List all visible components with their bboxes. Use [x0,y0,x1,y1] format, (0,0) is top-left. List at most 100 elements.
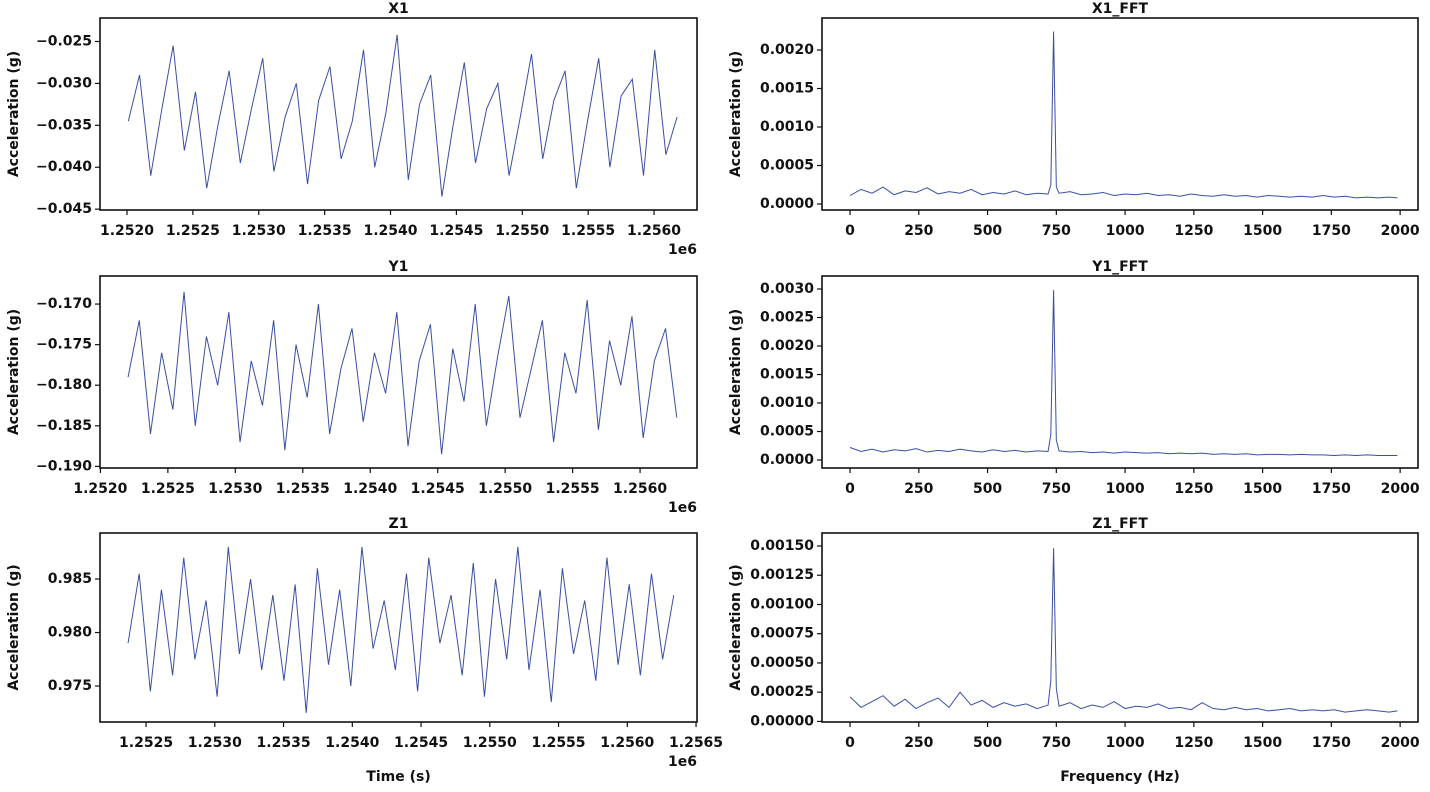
x-tick-label: 1.2555 [561,223,615,239]
plot-frame [99,275,698,469]
x-tick-label: 1.2535 [257,735,311,751]
x-tick-label: 1.2520 [73,481,127,497]
x-tick-label: 1.2545 [411,481,465,497]
x-tick-label: 1.2565 [669,735,723,751]
x-tick-label: 1.2560 [613,481,667,497]
x-offset-text: 1e6 [668,242,697,258]
x-axis-label: Time (s) [366,769,430,785]
y-axis-label: Acceleration (g) [6,51,22,177]
x-tick-label: 1.2545 [429,223,483,239]
x-tick-label: 1.2550 [478,481,532,497]
x-tick-label: 1.2555 [546,481,600,497]
panel-title: Y1 [388,259,409,275]
x-tick-label: 1.2535 [298,223,352,239]
x-tick-label: 0 [845,735,855,751]
x-tick-label: 1000 [1106,735,1145,751]
y-tick-label: −0.190 [36,458,92,474]
signal-line [127,34,678,197]
x-tick-label: 250 [904,735,933,751]
signal-line [849,290,1398,456]
panel-title: Z1_FFT [1092,516,1148,532]
plot-frame [99,17,698,211]
plot-frame [99,532,698,723]
panel-title: X1_FFT [1092,1,1149,17]
x-tick-label: 1250 [1174,223,1213,239]
x-tick-label: 1.2525 [141,481,195,497]
plot-frame [821,17,1419,211]
x-tick-label: 1750 [1312,735,1351,751]
y-tick-label: 0.985 [48,571,92,587]
x-tick-label: 1.2545 [394,735,448,751]
y-tick-label: 0.00000 [750,713,814,729]
x-tick-label: 1750 [1312,481,1351,497]
y-tick-label: −0.175 [36,337,92,353]
y-tick-label: 0.0020 [760,338,814,354]
x-tick-label: 250 [904,481,933,497]
y-tick-label: 0.0025 [760,310,814,326]
x-tick-label: 1250 [1174,735,1213,751]
y-tick-label: 0.00050 [750,655,814,671]
y-tick-label: 0.0020 [760,42,814,58]
x-tick-label: 500 [973,223,1002,239]
x-tick-label: 2000 [1381,735,1420,751]
panel-title: Y1_FFT [1091,259,1148,275]
x-tick-label: 0 [845,223,855,239]
y-tick-label: 0.975 [48,678,92,694]
x-tick-label: 250 [904,223,933,239]
x-tick-label: 1.2535 [276,481,330,497]
x-tick-label: 1250 [1174,481,1213,497]
x-tick-label: 1500 [1243,223,1282,239]
x-offset-text: 1e6 [668,500,697,516]
y-tick-label: 0.0030 [760,281,814,297]
y-tick-label: −0.185 [36,418,92,434]
y-tick-label: 0.0010 [760,119,814,135]
y-axis-label: Acceleration (g) [728,309,744,435]
y-tick-label: 0.0000 [760,452,814,468]
x-tick-label: 1.2540 [364,223,418,239]
y-tick-label: 0.0005 [760,424,814,440]
y-tick-label: −0.025 [36,33,92,49]
x-tick-label: 1500 [1243,481,1282,497]
y-tick-label: −0.170 [36,296,92,312]
x-tick-label: 1750 [1312,223,1351,239]
signal-line [127,291,678,455]
plot-frame [821,532,1419,723]
y-tick-label: −0.180 [36,377,92,393]
y-tick-label: 0.0005 [760,158,814,174]
x-tick-label: 500 [973,481,1002,497]
x-tick-label: 750 [1042,735,1071,751]
y-tick-label: 0.980 [48,625,93,641]
y-tick-label: 0.00075 [750,626,814,642]
x-tick-label: 1.2550 [463,735,517,751]
x-tick-label: 750 [1042,481,1071,497]
x-tick-label: 1.2555 [532,735,586,751]
y-tick-label: 0.00025 [750,684,814,700]
x-tick-label: 1.2525 [119,735,173,751]
y-tick-label: 0.00100 [750,596,814,612]
y-tick-label: 0.0015 [760,81,814,97]
y-tick-label: −0.045 [36,201,92,217]
x-tick-label: 1.2530 [188,735,242,751]
x-tick-label: 1.2540 [325,735,379,751]
x-tick-label: 1500 [1243,735,1282,751]
x-tick-label: 1.2530 [208,481,262,497]
x-tick-label: 2000 [1381,223,1420,239]
y-tick-label: −0.030 [36,75,92,91]
y-tick-label: 0.0010 [760,395,814,411]
y-tick-label: 0.00125 [750,567,814,583]
x-tick-label: 1.2520 [100,223,154,239]
x-tick-label: 1.2530 [232,223,286,239]
x-tick-label: 500 [973,735,1002,751]
panel-title: X1 [388,1,409,17]
y-axis-label: Acceleration (g) [728,564,744,690]
y-tick-label: 0.0015 [760,367,814,383]
x-tick-label: 750 [1042,223,1071,239]
signal-line [849,548,1398,713]
signal-line [849,31,1398,199]
y-axis-label: Acceleration (g) [6,564,22,690]
x-tick-label: 1000 [1106,223,1145,239]
x-tick-label: 1.2560 [600,735,654,751]
y-axis-label: Acceleration (g) [6,309,22,435]
x-axis-label: Frequency (Hz) [1060,769,1179,785]
